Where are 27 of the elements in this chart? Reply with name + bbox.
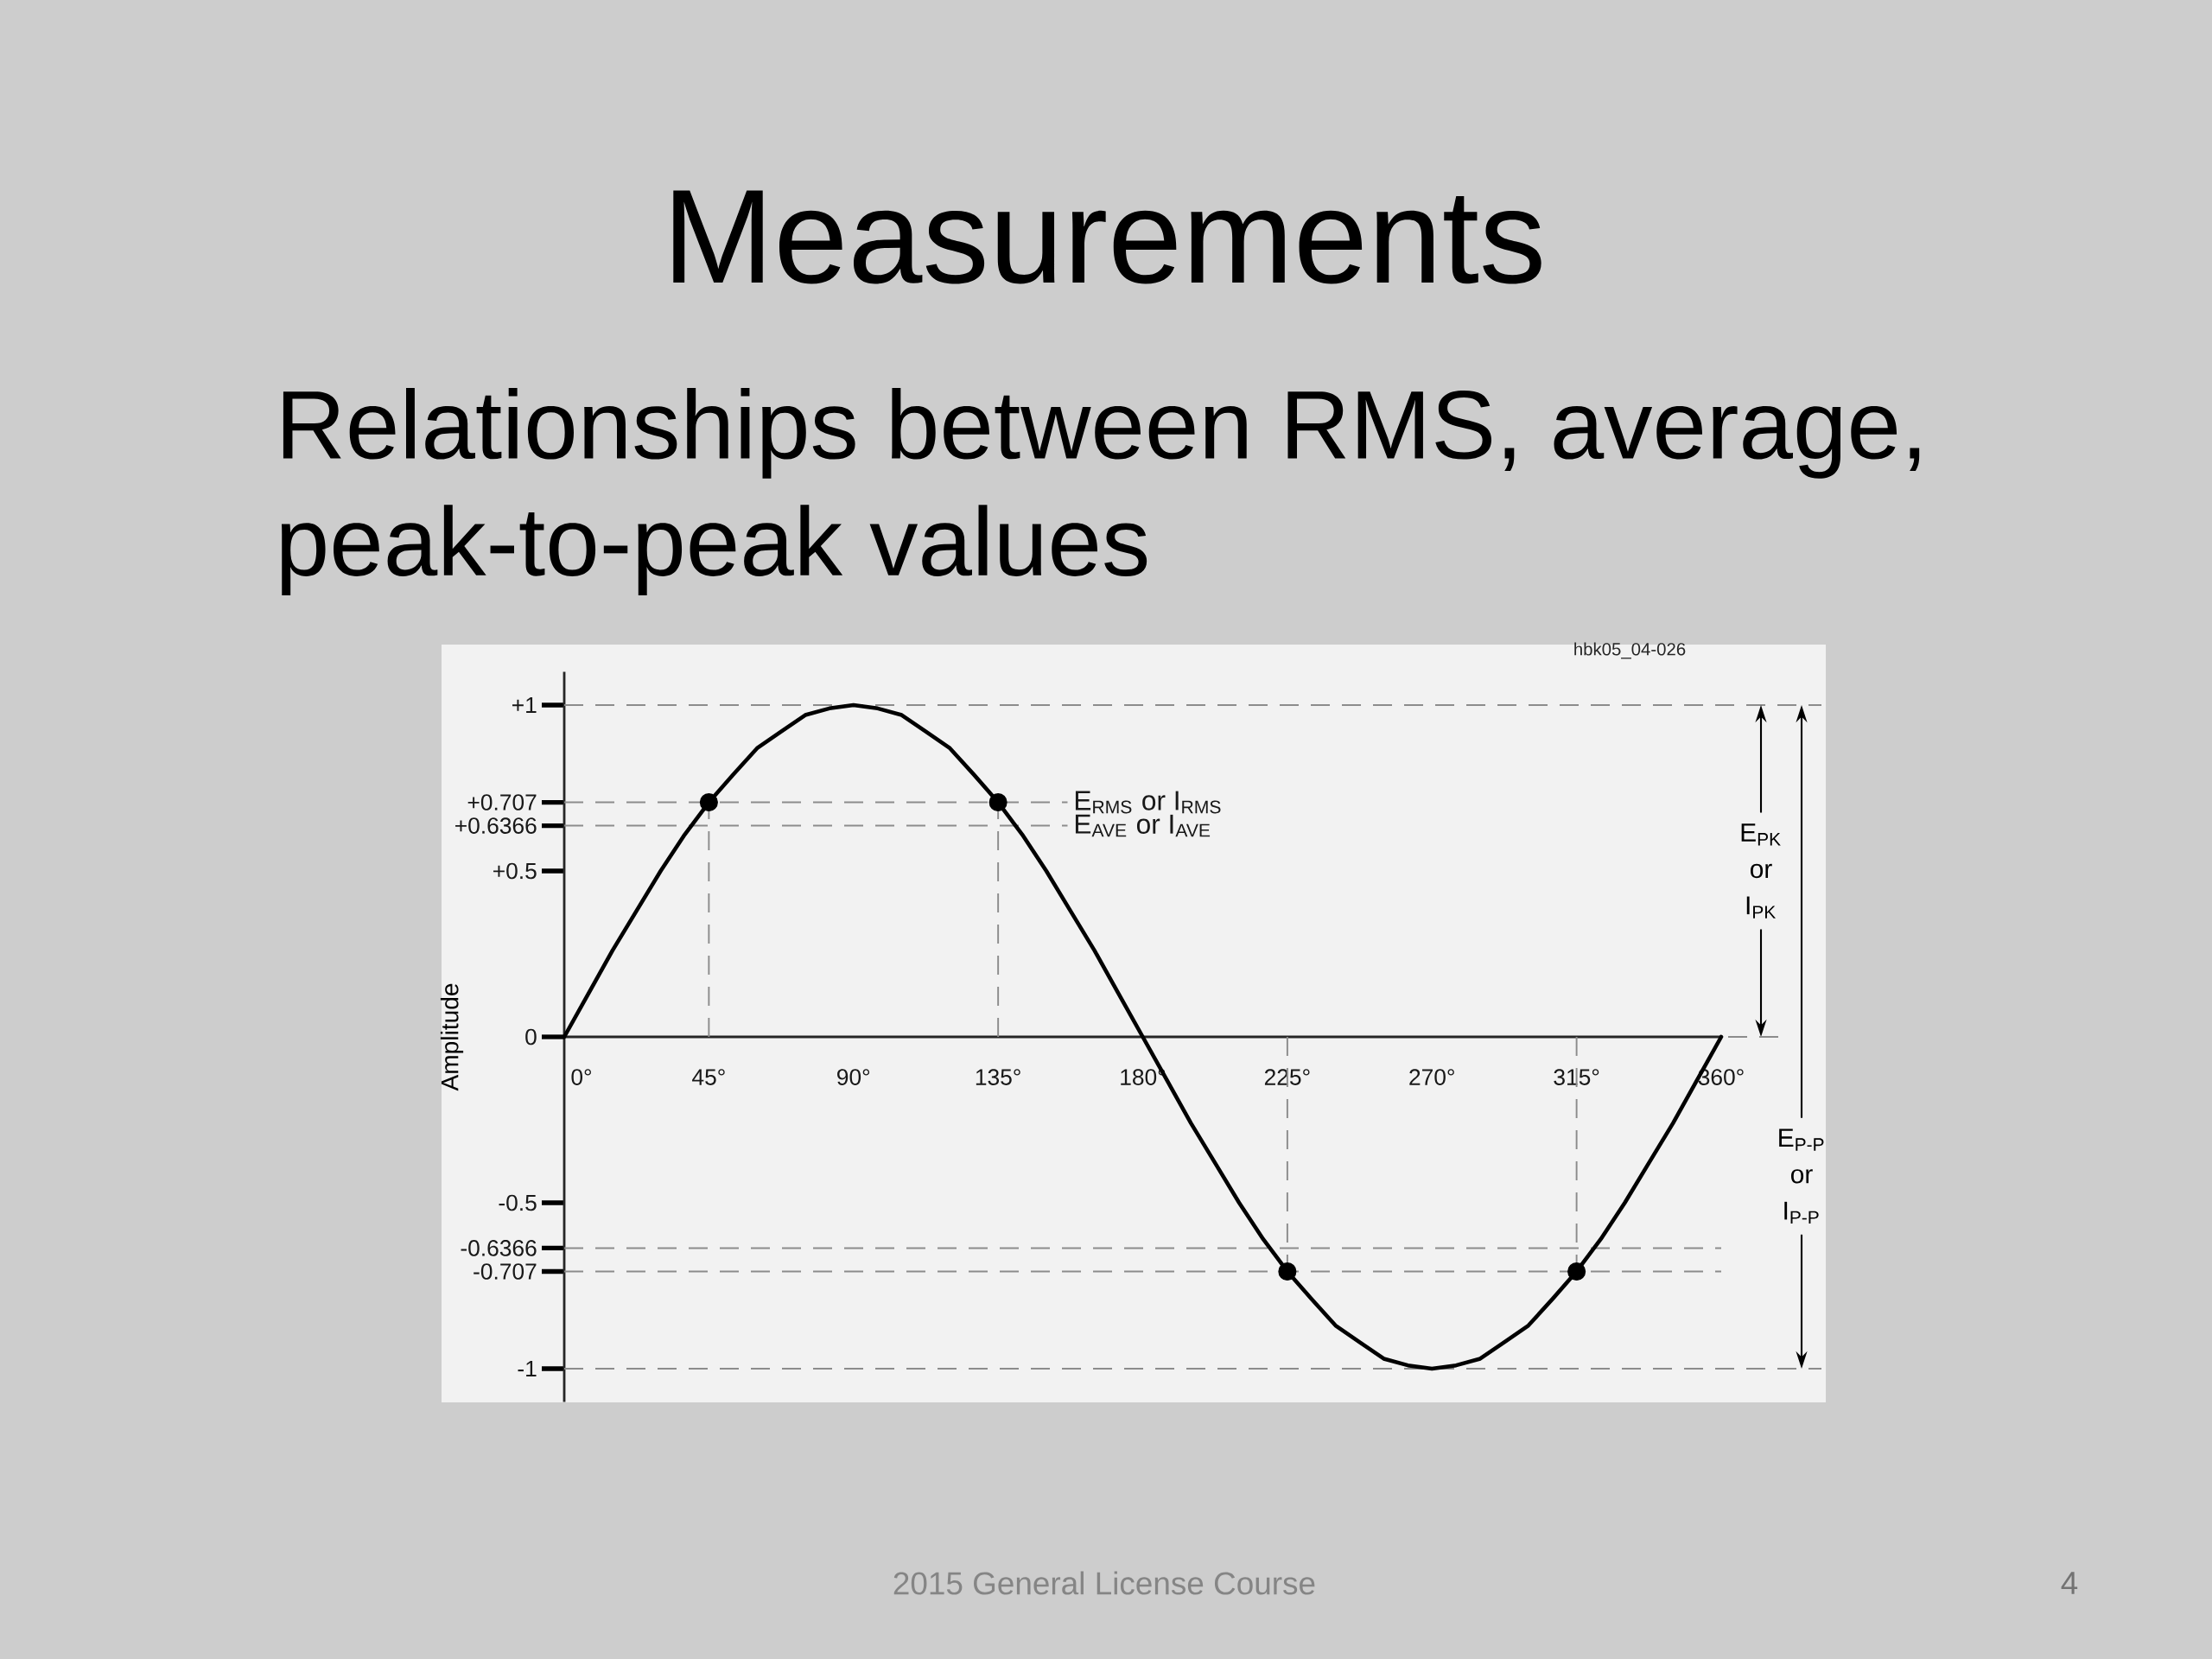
x-tick-label: 225° [1264, 1069, 1310, 1085]
text: hbk05_04-026 [1574, 642, 1686, 659]
x-tick-label: 0° [571, 1069, 591, 1085]
y-tick-label: +1 [512, 696, 537, 714]
y-tick-label: -1 [518, 1360, 537, 1377]
chart-title: Measurements [673, 190, 1541, 284]
x-tick-label: 270° [1409, 1069, 1454, 1085]
y-tick-label: +0.707 [467, 794, 537, 810]
text: 2015 General License Course [893, 1571, 1315, 1595]
x-tick-label: 90° [837, 1069, 870, 1085]
text: E$_{PK}$ or I$_{PK}$ [1741, 823, 1781, 918]
y-tick-label: +0.5 [493, 862, 537, 880]
y-tick-label: -0.6366 [461, 1240, 537, 1256]
text: 4 [2061, 1572, 2078, 1594]
y-tick-label: -0.707 [474, 1263, 537, 1280]
y-tick-label: -0.5 [499, 1194, 537, 1211]
ref-line-label: E$_{RMS}$ or I$_{RMS}$ [1075, 791, 1221, 814]
ref-line-label: E$_{AVE}$ or I$_{AVE}$ [1075, 814, 1211, 837]
x-tick-label: 180° [1121, 1069, 1166, 1085]
y-tick-label: 0 [525, 1028, 537, 1046]
x-tick-label: 135° [976, 1069, 1020, 1085]
y-axis-title: Amplitude [440, 983, 464, 1091]
x-tick-label: 315° [1554, 1069, 1599, 1085]
y-tick-label: +0.6366 [455, 817, 537, 834]
x-tick-label: 45° [692, 1069, 725, 1085]
chart-subtitle: Relationships between RMS, average, peak-to-peak values [281, 388, 1920, 596]
text: E$_{P-P}$ or I$_{P-P}$ [1779, 1128, 1824, 1224]
